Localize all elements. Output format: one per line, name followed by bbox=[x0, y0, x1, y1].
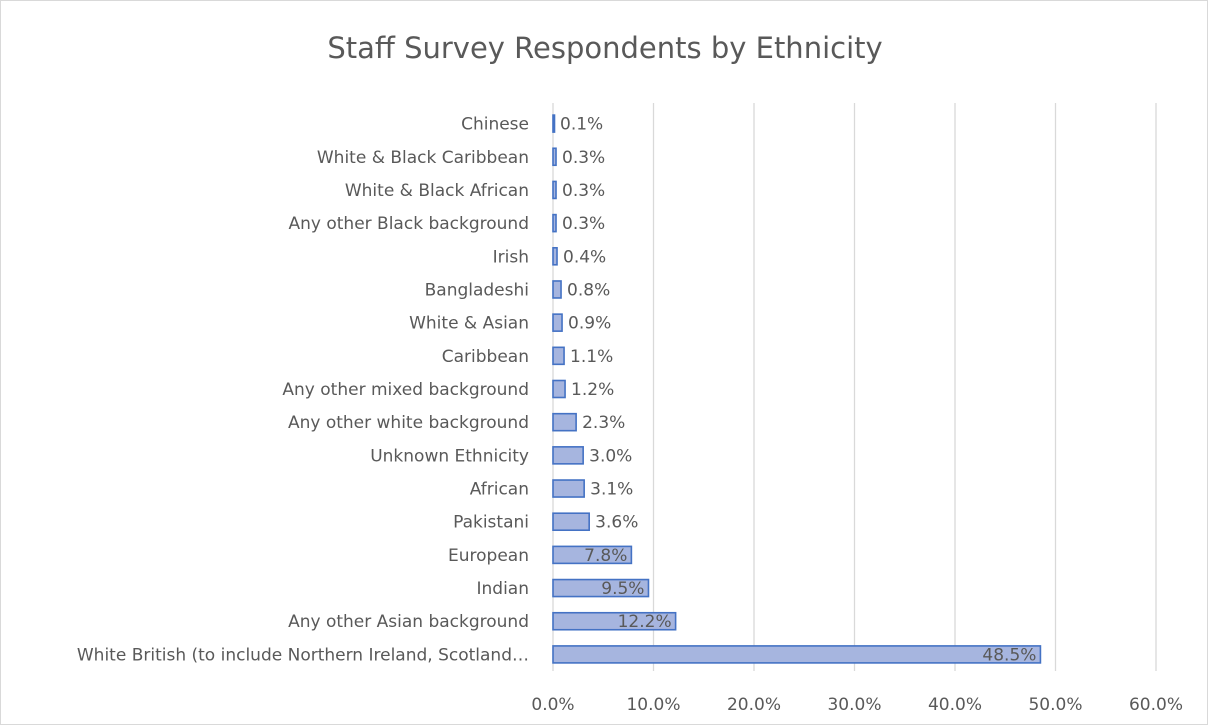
bar bbox=[552, 213, 557, 233]
x-tick-label: 30.0% bbox=[827, 695, 881, 715]
bar bbox=[552, 578, 650, 598]
data-label: 7.8% bbox=[584, 546, 627, 566]
category-label: Irish bbox=[493, 247, 529, 267]
data-label: 0.3% bbox=[562, 214, 605, 234]
data-label: 9.5% bbox=[601, 579, 644, 599]
bar bbox=[552, 114, 556, 133]
category-label: White British (to include Northern Irela… bbox=[77, 645, 529, 665]
data-label: 0.3% bbox=[562, 181, 605, 201]
bar bbox=[552, 412, 577, 432]
category-label: Any other white background bbox=[288, 413, 529, 433]
bar bbox=[552, 346, 565, 366]
bar bbox=[552, 611, 677, 631]
data-label: 0.3% bbox=[562, 148, 605, 168]
category-label: White & Black Caribbean bbox=[317, 148, 529, 168]
x-axis-tick-labels: 0.0% 10.0% 20.0% 30.0% 40.0% 50.0% 60.0% bbox=[531, 695, 1183, 715]
bar bbox=[552, 512, 590, 532]
category-label: European bbox=[448, 546, 529, 566]
bar bbox=[552, 180, 557, 200]
chart-title: Staff Survey Respondents by Ethnicity bbox=[327, 31, 883, 65]
data-label: 3.6% bbox=[595, 513, 638, 533]
category-label: Chinese bbox=[461, 115, 529, 135]
data-label: 3.0% bbox=[589, 446, 632, 466]
category-label: Unknown Ethnicity bbox=[370, 446, 529, 466]
category-label: White & Asian bbox=[409, 314, 529, 334]
data-label: 1.1% bbox=[570, 347, 613, 367]
data-label: 0.9% bbox=[568, 314, 611, 334]
data-label: 0.1% bbox=[560, 115, 603, 135]
bars bbox=[552, 114, 1042, 664]
data-label: 12.2% bbox=[618, 612, 672, 632]
category-label: Any other Asian background bbox=[288, 612, 529, 632]
category-label: White & Black African bbox=[345, 181, 529, 201]
data-label: 3.1% bbox=[590, 480, 633, 500]
category-label: African bbox=[470, 480, 529, 500]
bar bbox=[552, 545, 633, 565]
x-tick-label: 10.0% bbox=[626, 695, 680, 715]
bar bbox=[552, 280, 562, 299]
bar bbox=[552, 446, 584, 465]
bar bbox=[552, 147, 557, 167]
category-labels: Chinese White & Black Caribbean White & Bl… bbox=[77, 115, 529, 666]
category-label: Pakistani bbox=[453, 513, 529, 533]
data-label: 48.5% bbox=[982, 645, 1036, 665]
x-tick-label: 60.0% bbox=[1129, 695, 1183, 715]
data-labels: 0.1% 0.3% 0.3% 0.3% 0.4% 0.8% 0.9% 1.1% 1.2% 2.3%… bbox=[560, 115, 1036, 666]
category-label: Any other mixed background bbox=[282, 380, 529, 400]
category-label: Caribbean bbox=[442, 347, 529, 367]
category-label: Any other Black background bbox=[288, 214, 529, 234]
category-label: Indian bbox=[477, 579, 530, 599]
category-label: Bangladeshi bbox=[425, 280, 529, 300]
x-tick-label: 0.0% bbox=[531, 695, 574, 715]
bar bbox=[552, 246, 558, 266]
x-tick-label: 40.0% bbox=[928, 695, 982, 715]
bar bbox=[552, 313, 563, 332]
x-tick-label: 50.0% bbox=[1028, 695, 1082, 715]
bar bbox=[552, 479, 585, 498]
data-label: 2.3% bbox=[582, 413, 625, 433]
data-label: 0.8% bbox=[567, 280, 610, 300]
data-label: 1.2% bbox=[571, 380, 614, 400]
bar bbox=[552, 379, 566, 399]
gridlines bbox=[552, 103, 1157, 671]
x-tick-label: 20.0% bbox=[727, 695, 781, 715]
data-label: 0.4% bbox=[563, 247, 606, 267]
bar bbox=[552, 645, 1042, 664]
